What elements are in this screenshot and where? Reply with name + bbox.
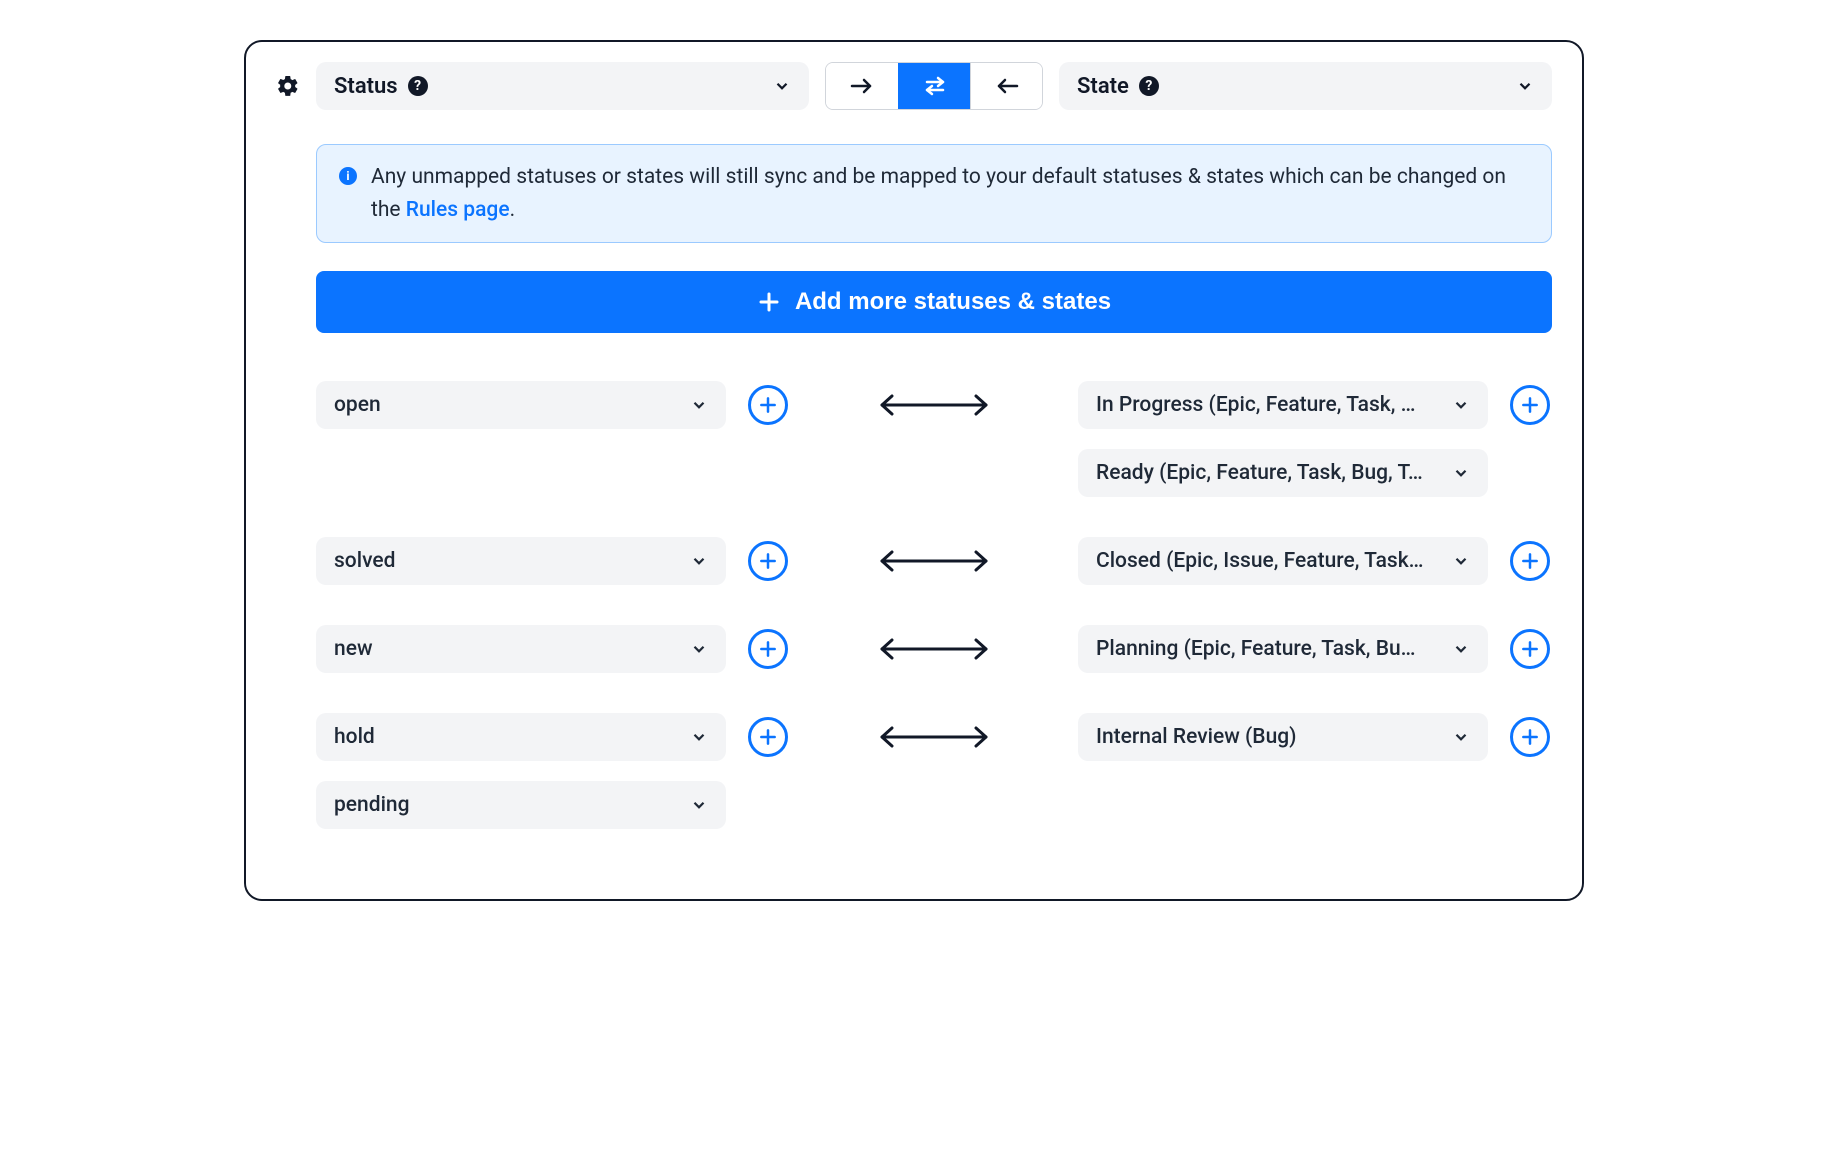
- mappings-list: openIn Progress (Epic, Feature, Task, … …: [316, 381, 1552, 829]
- add-more-button[interactable]: Add more statuses & states: [316, 271, 1552, 333]
- chevron-down-icon: [773, 77, 791, 95]
- plus-icon: [757, 290, 781, 314]
- mapping-pill-label: solved: [334, 549, 680, 573]
- sync-both-button[interactable]: [898, 63, 970, 109]
- mapping-pill-left[interactable]: new: [316, 625, 726, 673]
- mapping-pill-right[interactable]: In Progress (Epic, Feature, Task, …: [1078, 381, 1488, 429]
- chevron-down-icon: [1516, 77, 1534, 95]
- info-text-after: .: [510, 198, 516, 222]
- chevron-down-icon: [690, 396, 708, 414]
- bidirectional-arrow-icon: [874, 725, 994, 749]
- chevron-down-icon: [1452, 552, 1470, 570]
- add-left-button[interactable]: [748, 717, 788, 757]
- mapping-group: openIn Progress (Epic, Feature, Task, … …: [316, 381, 1552, 497]
- chevron-down-icon: [690, 640, 708, 658]
- mapping-group: hold Internal Review (Bug) pending: [316, 713, 1552, 829]
- mapping-row: hold Internal Review (Bug): [316, 713, 1552, 761]
- add-right-button[interactable]: [1510, 385, 1550, 425]
- gear-icon[interactable]: [276, 74, 300, 98]
- mapping-pill-label: pending: [334, 793, 680, 817]
- mapping-pill-label: Planning (Epic, Feature, Task, Bu…: [1096, 637, 1442, 661]
- rules-page-link[interactable]: Rules page: [406, 198, 510, 222]
- mapping-row: Ready (Epic, Feature, Task, Bug, T…: [316, 449, 1552, 497]
- mapping-pill-left[interactable]: hold: [316, 713, 726, 761]
- mapping-row: open In Progress (Epic, Feature, Task, …: [316, 381, 1552, 429]
- mapping-pill-label: In Progress (Epic, Feature, Task, …: [1096, 393, 1442, 417]
- mapping-pill-left[interactable]: solved: [316, 537, 726, 585]
- help-icon[interactable]: ?: [1139, 76, 1159, 96]
- add-right-button[interactable]: [1510, 629, 1550, 669]
- state-dropdown-label: State: [1077, 74, 1129, 99]
- sync-direction-toggle: [825, 62, 1043, 110]
- state-dropdown[interactable]: State ?: [1059, 62, 1552, 110]
- mapping-panel: Status ? State ?: [244, 40, 1584, 901]
- mapping-pill-right[interactable]: Planning (Epic, Feature, Task, Bu…: [1078, 625, 1488, 673]
- bidirectional-arrow-icon: [874, 393, 994, 417]
- mapping-group: new Planning (Epic, Feature, Task, Bu…: [316, 625, 1552, 673]
- header-row: Status ? State ?: [276, 62, 1552, 110]
- chevron-down-icon: [690, 552, 708, 570]
- mapping-pill-label: Internal Review (Bug): [1096, 725, 1442, 749]
- add-more-button-label: Add more statuses & states: [795, 288, 1111, 316]
- sync-right-button[interactable]: [826, 63, 898, 109]
- info-text: Any unmapped statuses or states will sti…: [371, 161, 1529, 226]
- mapping-pill-label: Ready (Epic, Feature, Task, Bug, T…: [1096, 461, 1442, 485]
- mapping-group: solved Closed (Epic, Issue, Feature, Task…: [316, 537, 1552, 585]
- chevron-down-icon: [1452, 396, 1470, 414]
- chevron-down-icon: [1452, 728, 1470, 746]
- status-dropdown-label: Status: [334, 74, 398, 99]
- mapping-row: pending: [316, 781, 1552, 829]
- help-icon[interactable]: ?: [408, 76, 428, 96]
- add-left-button[interactable]: [748, 629, 788, 669]
- info-text-before: Any unmapped statuses or states will sti…: [371, 165, 1506, 222]
- mapping-pill-label: open: [334, 393, 680, 417]
- chevron-down-icon: [1452, 464, 1470, 482]
- info-icon: i: [339, 167, 357, 185]
- mapping-pill-left[interactable]: open: [316, 381, 726, 429]
- mapping-row: solved Closed (Epic, Issue, Feature, Task…: [316, 537, 1552, 585]
- content-area: i Any unmapped statuses or states will s…: [316, 144, 1552, 829]
- chevron-down-icon: [690, 796, 708, 814]
- add-right-button[interactable]: [1510, 717, 1550, 757]
- add-right-button[interactable]: [1510, 541, 1550, 581]
- bidirectional-arrow-icon: [874, 549, 994, 573]
- add-left-button[interactable]: [748, 541, 788, 581]
- mapping-pill-label: new: [334, 637, 680, 661]
- sync-left-button[interactable]: [970, 63, 1042, 109]
- mapping-pill-label: Closed (Epic, Issue, Feature, Task…: [1096, 549, 1442, 573]
- bidirectional-arrow-icon: [874, 637, 994, 661]
- mapping-pill-right[interactable]: Closed (Epic, Issue, Feature, Task…: [1078, 537, 1488, 585]
- mapping-row: new Planning (Epic, Feature, Task, Bu…: [316, 625, 1552, 673]
- mapping-pill-right[interactable]: Internal Review (Bug): [1078, 713, 1488, 761]
- mapping-pill-right[interactable]: Ready (Epic, Feature, Task, Bug, T…: [1078, 449, 1488, 497]
- status-dropdown[interactable]: Status ?: [316, 62, 809, 110]
- mapping-pill-label: hold: [334, 725, 680, 749]
- add-left-button[interactable]: [748, 385, 788, 425]
- chevron-down-icon: [1452, 640, 1470, 658]
- chevron-down-icon: [690, 728, 708, 746]
- mapping-pill-left[interactable]: pending: [316, 781, 726, 829]
- info-banner: i Any unmapped statuses or states will s…: [316, 144, 1552, 243]
